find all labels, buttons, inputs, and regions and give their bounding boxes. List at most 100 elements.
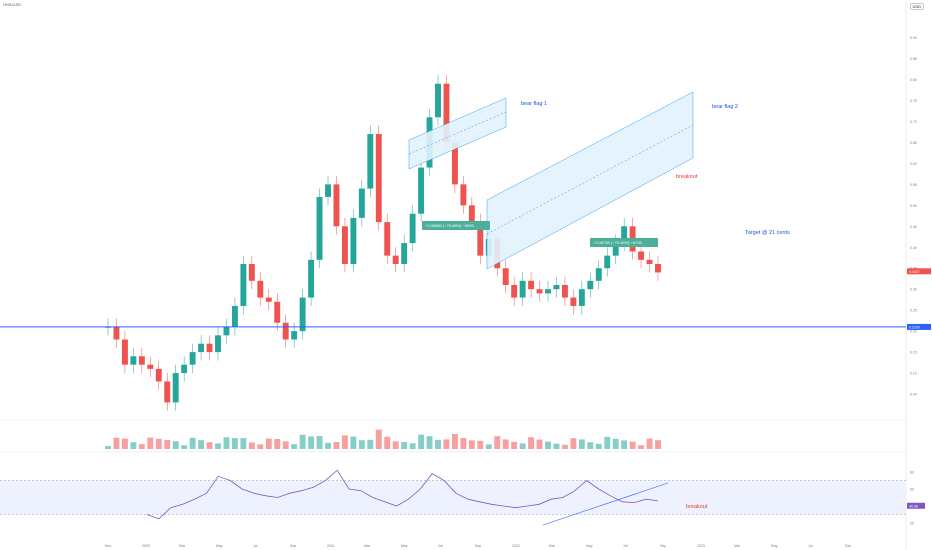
candle-body [341, 226, 348, 265]
volume-bar [392, 441, 399, 449]
volume-bar [477, 440, 484, 449]
candle-body [553, 285, 560, 290]
candle-body [451, 142, 458, 185]
volume-bar [248, 442, 255, 449]
price-axis-tick: 0.85 [910, 57, 917, 61]
price-axis-tick: 0.60 [910, 162, 917, 166]
price-axis-tick: 0.55 [910, 183, 917, 187]
volume-bar [257, 444, 264, 449]
volume-bar [308, 436, 315, 449]
volume-bar [350, 436, 357, 449]
volume-bar [265, 438, 272, 449]
price-axis-tick: 0.90 [910, 36, 917, 40]
volume-bar [155, 438, 162, 449]
candle-body [443, 83, 450, 143]
volume-bar [384, 436, 391, 449]
volume-bar [223, 437, 230, 449]
volume-bar [435, 439, 441, 449]
volume-bar [138, 444, 145, 449]
candle-body [502, 268, 509, 285]
candle-body [215, 335, 221, 353]
volume-bar [215, 443, 221, 449]
volume-bar [638, 445, 645, 449]
x-axis-label: Sep [290, 544, 296, 548]
measure-label-1: −0.06580 (−70.66%) −6590 [425, 223, 475, 228]
candle-body [468, 205, 475, 223]
volume-bar [105, 446, 111, 449]
x-axis-label: Nov [105, 544, 111, 548]
currency-badge[interactable]: USD [909, 3, 924, 10]
volume-bar [333, 442, 340, 449]
x-axis-label: May [586, 544, 593, 548]
candle-body [164, 381, 171, 403]
candle-body [206, 343, 213, 353]
volume-bar [612, 438, 619, 449]
x-axis-label: 2021 [327, 544, 335, 548]
volume-bar [274, 439, 281, 449]
rsi-trendline [542, 482, 669, 526]
candle-body [595, 268, 602, 281]
volume-bar [130, 442, 137, 449]
volume-bar [418, 434, 425, 449]
candle-body [587, 280, 594, 290]
candle-body [308, 259, 315, 298]
x-axis-label: Sep [475, 544, 481, 548]
candle-body [155, 368, 162, 382]
candle-body [375, 134, 382, 223]
candle-body [274, 301, 281, 323]
volume-bar [291, 444, 298, 449]
volume-bar [629, 441, 636, 449]
rsi-axis-tick: 80 [910, 471, 914, 475]
volume-bar [443, 439, 450, 449]
bear-flag-2-channel [486, 91, 694, 270]
price-axis-tick: 0.05 [910, 393, 917, 397]
candle-body [333, 184, 340, 227]
candle-body [528, 280, 535, 290]
price-axis-tick: 0.75 [910, 99, 917, 103]
volume-bar [189, 437, 196, 449]
candle-body [646, 259, 653, 265]
volume-bar [621, 440, 628, 449]
x-axis-label: Mar [364, 544, 371, 548]
volume-bar [561, 444, 568, 449]
target-label: Target @ 21 cents [745, 230, 790, 236]
volume-bar [282, 441, 289, 449]
price-axis-tick: 0.30 [910, 288, 917, 292]
candle-body [299, 297, 306, 332]
volume-bar [206, 442, 213, 449]
price-axis-tick: 0.65 [910, 141, 917, 145]
volume-bar [570, 438, 577, 449]
volume-bar [460, 438, 467, 449]
bear-flag-1-midline [408, 111, 507, 155]
rsi-axis-tick: 60 [910, 488, 914, 492]
volume-bar [553, 443, 560, 449]
last-price-tag [907, 268, 931, 275]
price-axis-tick: 0.40 [910, 246, 917, 250]
candle-body [113, 326, 120, 340]
candle-body [350, 217, 357, 265]
volume-bar [316, 436, 323, 449]
measure-label-2: −0.06730 (−73.48%) −6730 [593, 240, 643, 245]
candle-body [147, 364, 154, 369]
volume-bar [375, 429, 382, 449]
bear-flag-2-label: bear flag 2 [712, 104, 738, 110]
candle-body [612, 243, 619, 256]
price-axis-tick: 0.45 [910, 225, 917, 229]
x-axis-label: Jul [808, 544, 813, 548]
volume-bar [536, 439, 543, 449]
volume-bar [545, 441, 551, 449]
candle-body [240, 264, 247, 306]
volume-bar [646, 438, 653, 449]
candle-body [621, 226, 628, 244]
rsi-band [0, 480, 906, 515]
x-axis-label: Jul [438, 544, 443, 548]
volume-bar [604, 436, 611, 449]
rsi-line [146, 469, 659, 520]
candle-body [265, 297, 272, 302]
volume-bar [198, 440, 205, 449]
volume-bar [587, 442, 594, 449]
candle-body [638, 251, 645, 260]
volume-bar [519, 443, 526, 449]
x-axis-label: Sep [660, 544, 666, 548]
